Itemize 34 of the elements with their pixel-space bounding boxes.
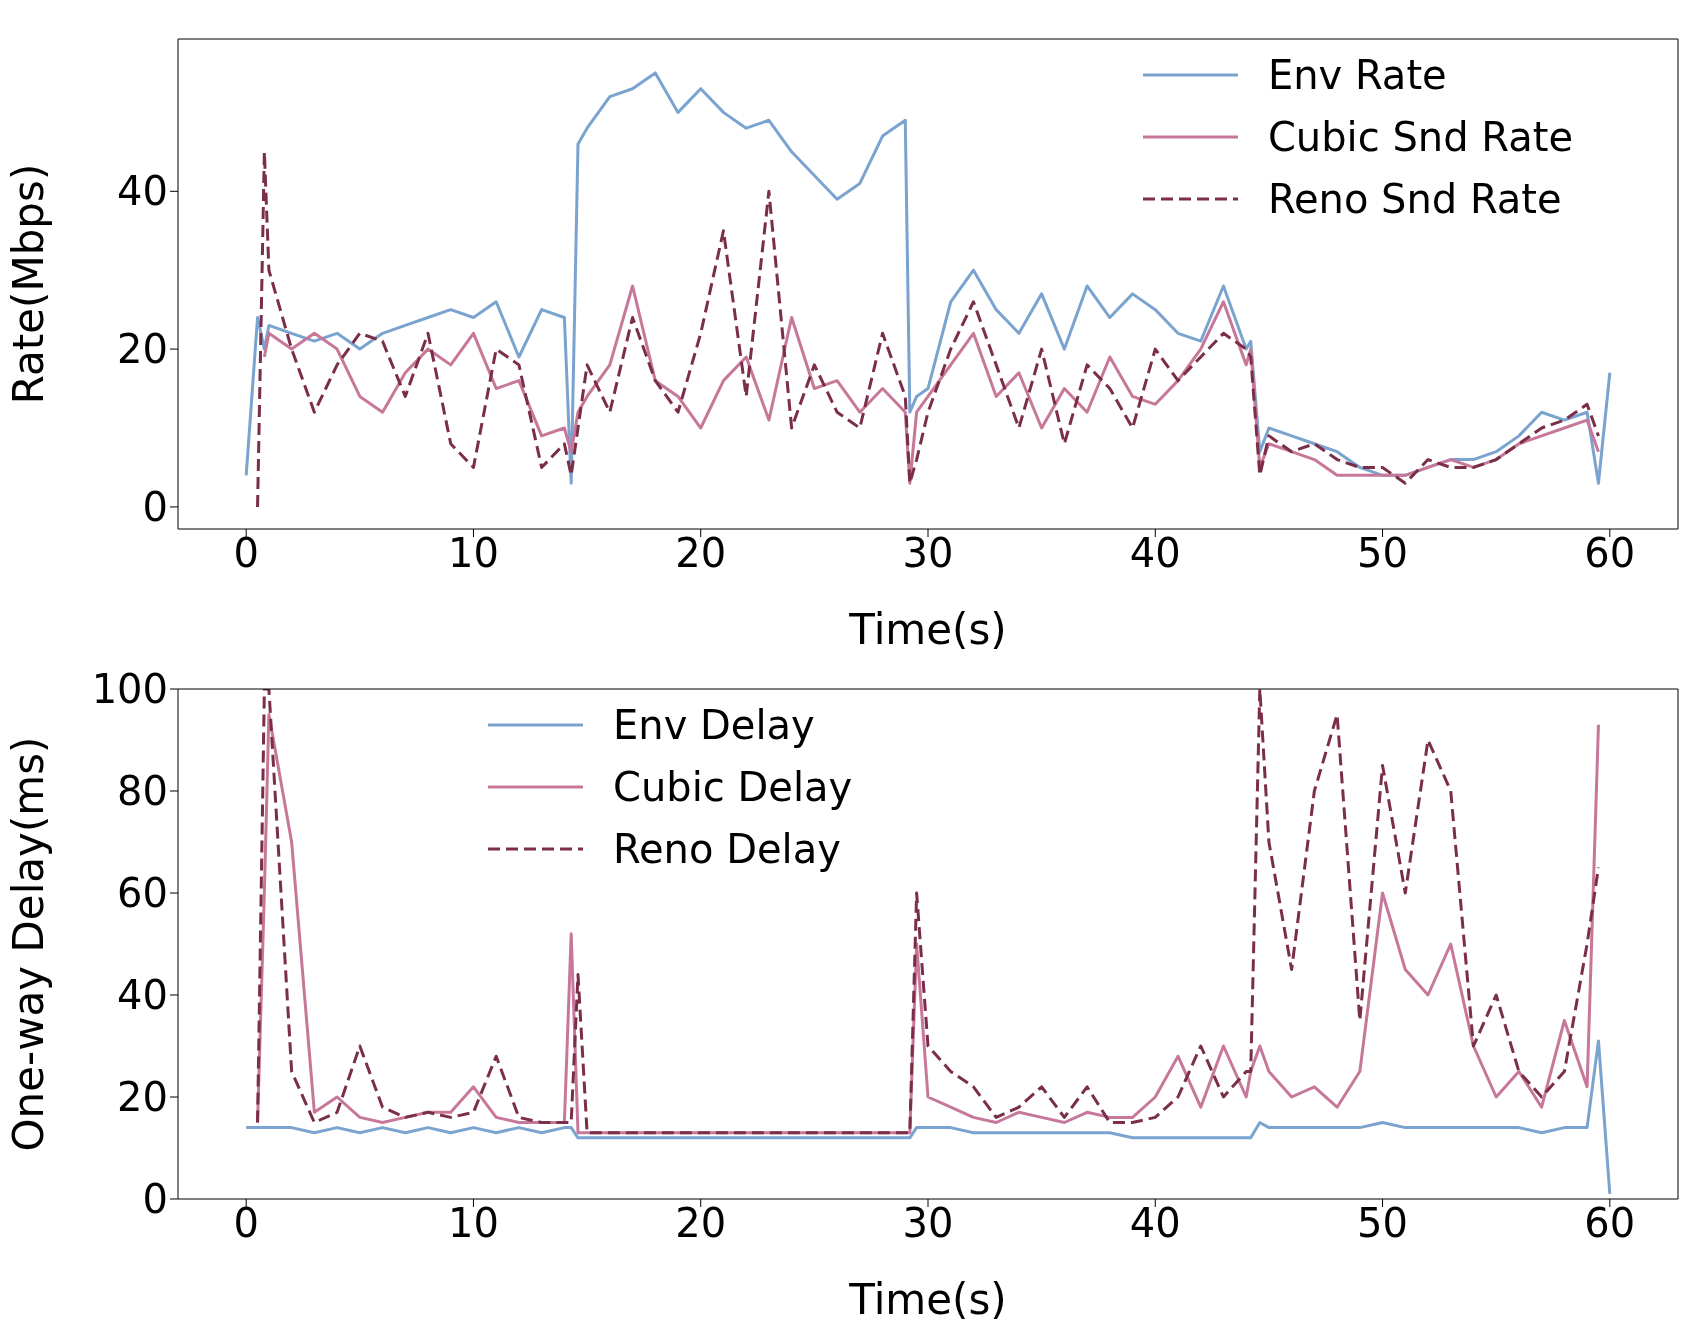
legend-label: Cubic Snd Rate — [1267, 114, 1573, 160]
y-tick-label: 60 — [117, 870, 168, 917]
y-tick-label: 40 — [117, 972, 168, 1019]
x-tick-label: 30 — [902, 530, 954, 577]
y-tick-label: 20 — [117, 326, 168, 373]
line-series — [244, 1039, 1612, 1196]
x-tick-label: 10 — [448, 530, 499, 577]
y-tick-label: 100 — [91, 666, 168, 713]
line-series — [256, 150, 1600, 509]
y-tick-label: 0 — [142, 484, 168, 531]
x-tick-label: 20 — [675, 530, 727, 577]
x-tick-label: 60 — [1584, 530, 1636, 577]
y-tick-label: 80 — [117, 768, 168, 815]
legend-label: Cubic Delay — [613, 764, 853, 810]
legend-label: Reno Snd Rate — [1267, 176, 1562, 222]
x-axis-title: Time(s) — [848, 605, 1007, 654]
x-tick-label: 50 — [1357, 1200, 1408, 1247]
x-tick-label: 0 — [233, 1200, 259, 1247]
x-tick-label: 10 — [448, 1200, 499, 1247]
x-tick-label: 40 — [1129, 530, 1181, 577]
legend-label: Env Delay — [613, 702, 815, 748]
x-tick-label: 40 — [1129, 1200, 1181, 1247]
x-tick-label: 50 — [1357, 530, 1408, 577]
legend-label: Env Rate — [1267, 52, 1447, 98]
y-axis-title: One-way Delay(ms) — [3, 736, 53, 1152]
x-tick-label: 0 — [233, 530, 259, 577]
x-tick-label: 20 — [675, 1200, 727, 1247]
x-tick-label: 30 — [902, 1200, 954, 1247]
legend-label: Reno Delay — [613, 826, 841, 872]
x-axis-title: Time(s) — [848, 1275, 1007, 1324]
x-tick-label: 60 — [1584, 1200, 1636, 1247]
y-axis-title: Rate(Mbps) — [3, 163, 53, 405]
y-tick-label: 20 — [117, 1074, 168, 1121]
y-tick-label: 40 — [117, 168, 168, 215]
